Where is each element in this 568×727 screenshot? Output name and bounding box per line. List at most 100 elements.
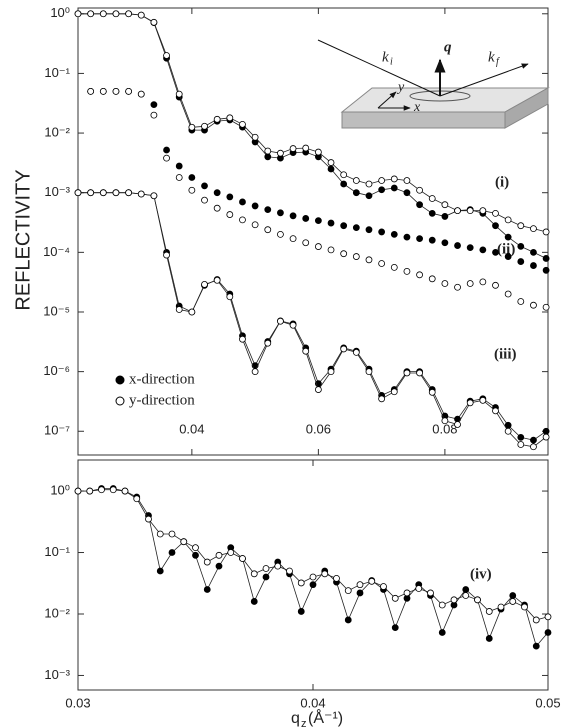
- data-point: [302, 144, 310, 152]
- data-point: [530, 436, 537, 444]
- data-point: [201, 196, 208, 204]
- data-point: [530, 443, 537, 451]
- data-point: [239, 216, 246, 224]
- data-point: [517, 258, 525, 265]
- data-point: [226, 211, 234, 218]
- data-point: [314, 243, 322, 250]
- data-point: [314, 217, 322, 225]
- x-axis-label: q z (Å⁻¹): [291, 708, 343, 727]
- scattered-beam: [439, 63, 529, 97]
- data-point: [150, 101, 158, 109]
- data-point: [201, 281, 208, 288]
- q-label: q: [444, 39, 452, 55]
- y-tick-label: 10⁻¹: [44, 544, 70, 559]
- slab-side: [504, 87, 549, 129]
- x-tick-label: 0.08: [432, 421, 457, 436]
- data-point: [441, 201, 449, 209]
- data-point: [378, 260, 386, 267]
- curve-label: (ii): [497, 241, 515, 257]
- data-point: [327, 219, 335, 227]
- data-point: [474, 596, 481, 604]
- data-point: [156, 530, 164, 538]
- data-point: [239, 555, 246, 562]
- data-point: [462, 592, 470, 599]
- data-point: [203, 558, 211, 566]
- data-point: [504, 216, 512, 224]
- data-point: [462, 586, 470, 593]
- data-point: [274, 562, 282, 570]
- data-point: [251, 368, 259, 376]
- data-point: [542, 303, 550, 311]
- data-point: [112, 10, 120, 18]
- y-tick-label: 10⁻¹: [44, 65, 70, 80]
- data-point: [479, 207, 487, 215]
- data-point: [277, 209, 284, 217]
- data-point: [403, 589, 411, 597]
- data-point: [175, 174, 183, 181]
- data-point: [441, 213, 449, 220]
- data-point: [168, 549, 176, 556]
- data-point: [192, 551, 199, 559]
- data-point: [428, 388, 436, 396]
- data-point: [403, 267, 411, 275]
- data-point: [121, 487, 129, 495]
- data-point: [203, 586, 211, 593]
- data-point: [530, 262, 537, 269]
- data-point: [479, 278, 487, 286]
- data-point: [125, 87, 133, 95]
- data-point: [352, 349, 360, 356]
- data-point: [213, 204, 221, 212]
- data-point: [340, 222, 348, 230]
- data-point: [416, 201, 423, 209]
- data-point: [479, 396, 487, 404]
- data-point: [297, 579, 305, 587]
- data-point: [492, 222, 499, 230]
- legend-marker: [115, 375, 125, 385]
- legend-marker: [115, 396, 125, 406]
- data-point: [125, 10, 133, 18]
- data-point: [188, 308, 196, 316]
- data-point: [485, 608, 493, 615]
- data-point: [428, 236, 436, 244]
- y-axis-arrow: [377, 91, 397, 109]
- data-point: [133, 495, 141, 503]
- data-point: [365, 368, 373, 376]
- data-point: [542, 427, 550, 435]
- data-point: [201, 182, 208, 190]
- data-point: [416, 369, 423, 377]
- data-point: [466, 244, 474, 252]
- data-point: [112, 87, 120, 95]
- data-point: [340, 171, 348, 179]
- data-point: [145, 515, 152, 523]
- data-point: [264, 226, 272, 234]
- data-point: [438, 601, 446, 609]
- data-point: [239, 198, 246, 206]
- legend-label: x-direction: [129, 371, 195, 387]
- data-point: [530, 225, 537, 233]
- data-point: [99, 87, 107, 95]
- data-point: [192, 544, 199, 552]
- data-point: [390, 388, 398, 396]
- data-point: [492, 248, 499, 256]
- data-point: [517, 222, 525, 230]
- data-point: [137, 190, 145, 198]
- data-point: [352, 177, 360, 184]
- x-label-sub: z: [301, 718, 307, 727]
- data-point: [156, 567, 164, 575]
- data-point: [517, 433, 525, 441]
- data-point: [125, 189, 133, 197]
- x-label-unit: (Å⁻¹): [308, 708, 343, 727]
- data-point: [175, 306, 183, 313]
- data-point: [213, 189, 221, 197]
- data-point: [109, 486, 117, 494]
- data-point: [289, 321, 297, 329]
- data-point: [365, 256, 373, 264]
- data-point: [227, 549, 235, 556]
- data-point: [99, 189, 107, 197]
- y-tick-label: 10⁻⁵: [43, 303, 70, 318]
- data-point: [74, 487, 82, 495]
- data-point: [327, 165, 335, 173]
- data-point: [87, 87, 95, 95]
- data-point: [302, 239, 310, 247]
